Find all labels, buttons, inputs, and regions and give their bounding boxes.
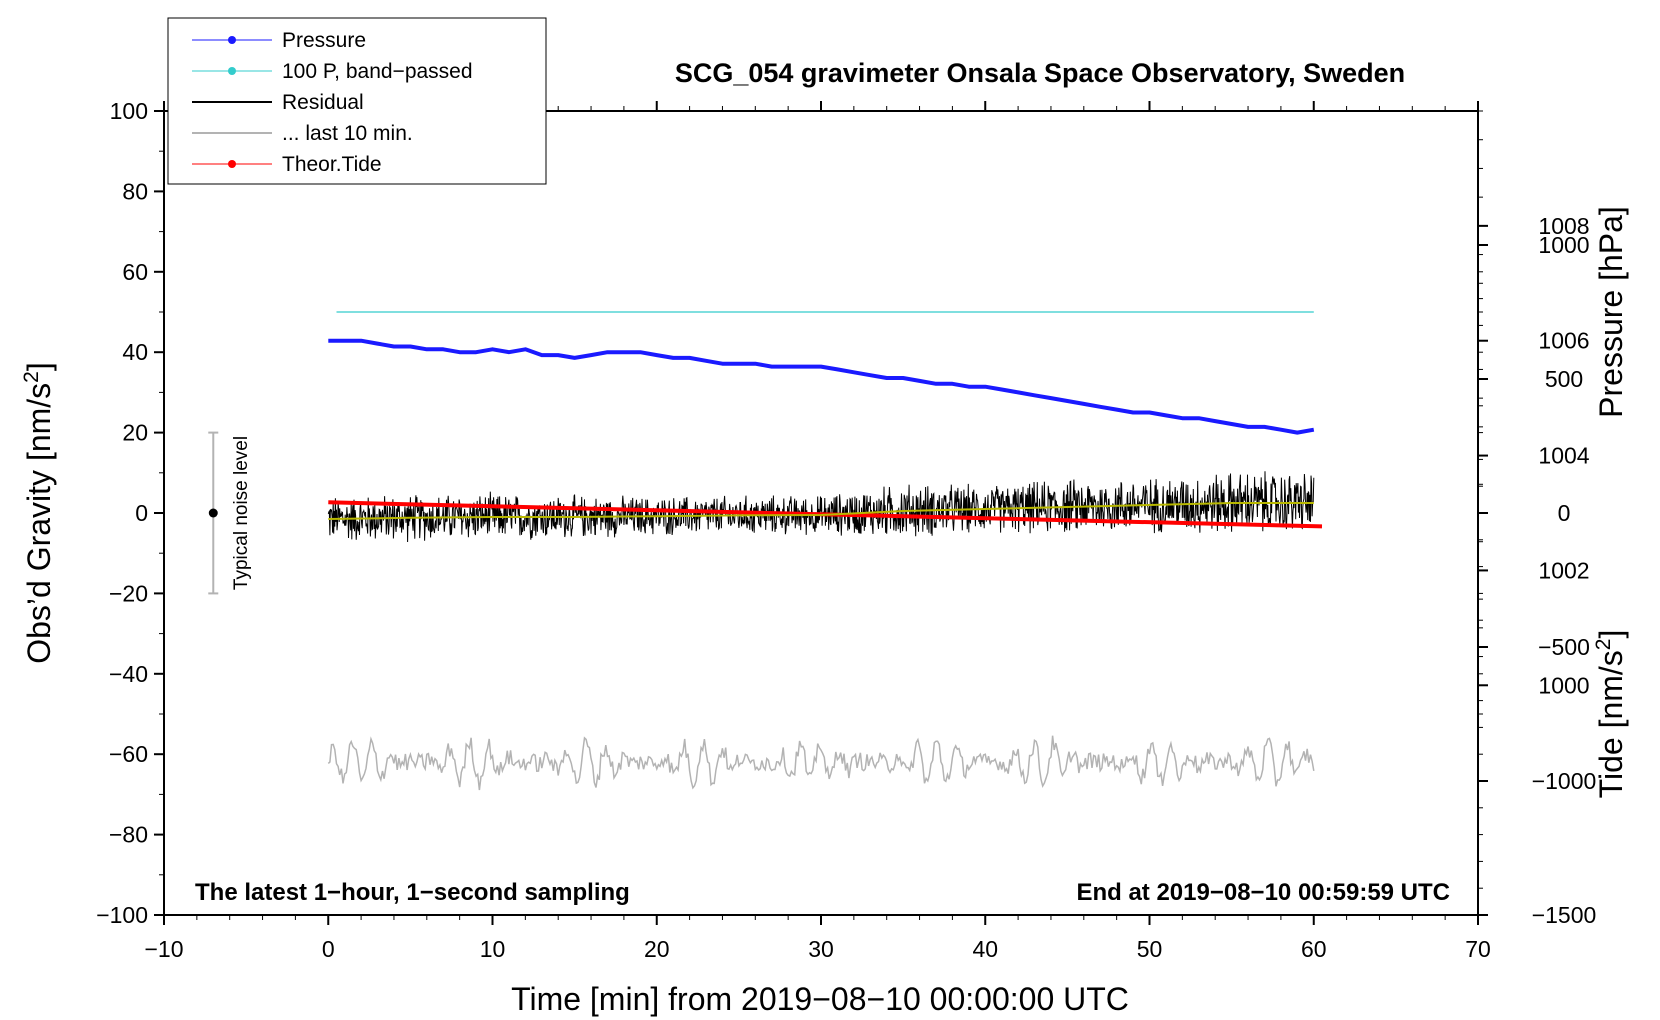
y-left-tick-label: −40 [109,661,148,687]
y-axis-label-tide-sup: 2 [1592,639,1615,651]
x-tick-label: 70 [1465,936,1491,962]
x-tick-label: 0 [322,936,335,962]
legend-label: Theor.Tide [282,153,382,176]
legend-marker [228,36,236,44]
y-axis-label-tide-suffix: ] [1593,630,1629,639]
legend-label: ... last 10 min. [282,122,413,145]
series-residual-smoothed [328,502,1314,520]
annotation-right: End at 2019−08−10 00:59:59 UTC [1076,879,1450,906]
y-left-tick-label: 100 [110,98,148,124]
tide-tick-label: 500 [1545,366,1583,392]
x-tick-label: 50 [1137,936,1163,962]
noise-label: Typical noise level [231,436,252,590]
x-tick-label: −10 [144,936,183,962]
x-axis-label: Time [min] from 2019−08−10 00:00:00 UTC [511,981,1129,1017]
pressure-tick-label: 1006 [1538,328,1589,354]
legend-label: 100 P, band−passed [282,60,473,83]
noise-center-dot [208,508,218,518]
x-tick-label: 10 [480,936,506,962]
pressure-tick-label: 1002 [1538,557,1589,583]
y-axis-label-pressure: Pressure [hPa] [1593,206,1629,418]
y-left-tick-label: 0 [135,500,148,526]
y-left-tick-label: −20 [109,580,148,606]
tide-tick-label: −1500 [1532,902,1597,928]
series-pressure [328,338,1315,435]
x-tick-label: 20 [644,936,670,962]
y-axis-label-tide-prefix: Tide [nm/s [1593,650,1629,798]
pressure-tick-label: 1000 [1538,672,1589,698]
legend-label: Pressure [282,29,366,52]
tide-tick-label: −1000 [1532,768,1597,794]
legend-label: Residual [282,91,364,114]
x-tick-label: 60 [1301,936,1327,962]
tide-tick-label: −500 [1538,634,1590,660]
tide-tick-label: 1000 [1538,232,1589,258]
y-left-tick-label: −100 [96,902,148,928]
y-left-tick-label: 80 [122,178,148,204]
annotation-left: The latest 1−hour, 1−second sampling [195,879,630,906]
y-left-tick-label: 40 [122,339,148,365]
y-axis-label-tide: Tide [nm/s2] [1592,630,1629,799]
residual-line [327,471,1315,543]
y-axis-label-left-sup: 2 [20,371,43,383]
pressure-tick-label: 1008 [1538,213,1589,239]
y-left-tick-label: −80 [109,822,148,848]
series-layer [327,311,1323,791]
y-left-tick-label: 60 [122,259,148,285]
y-axis-label-left: Obs’d Gravity [nm/s2] [20,362,57,664]
tide-tick-label: 0 [1558,500,1571,526]
y-left-tick-label: 20 [122,420,148,446]
legend: Pressure 100 P, band−passed Residual ... la… [167,17,547,185]
y-axis-label-left-suffix: ] [21,362,57,371]
x-tick-label: 30 [808,936,834,962]
axis-ticks: −10 0 10 20 30 40 50 60 70100806040200−20−40−60−… [96,98,1596,962]
chart-title: SCG_054 gravimeter Onsala Space Observat… [675,58,1405,88]
noise-indicator [208,431,219,595]
y-left-tick-label: −60 [109,741,148,767]
last-10-min-line [327,735,1315,791]
y-axis-label-left-prefix: Obs’d Gravity [nm/s [21,383,57,664]
x-tick-label: 40 [972,936,998,962]
pressure-tick-label: 1004 [1538,443,1589,469]
legend-marker [228,67,236,75]
legend-marker [228,160,236,168]
